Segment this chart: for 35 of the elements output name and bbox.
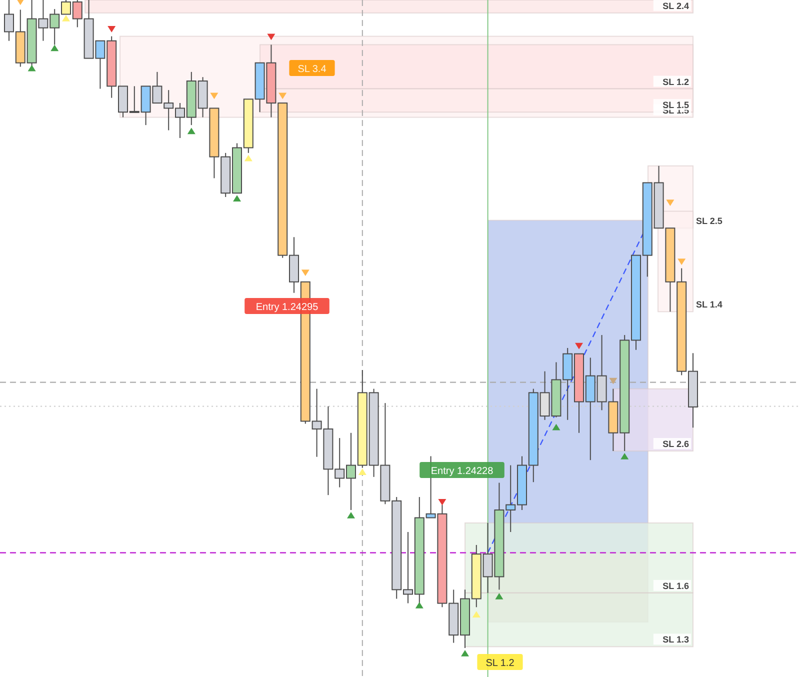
point (187, 128, 196, 134)
point (472, 611, 480, 618)
point (609, 378, 618, 384)
point (358, 468, 366, 475)
point (666, 200, 674, 206)
annotation: Entry 1.24295 (256, 302, 319, 313)
point (62, 14, 70, 22)
point (244, 154, 252, 162)
point (461, 650, 469, 656)
point (233, 195, 241, 202)
point (278, 92, 287, 100)
band-label: SL 1.4 (696, 300, 722, 310)
point (267, 34, 276, 40)
annotation: Entry 1.24228 (430, 466, 494, 477)
point (495, 592, 504, 600)
point (347, 512, 355, 518)
point (108, 26, 116, 32)
point (438, 499, 446, 506)
point (620, 452, 629, 460)
band-label: SL 2.5 (696, 216, 722, 226)
band-label: SL 1.6 (662, 580, 689, 591)
band-label: SL 1.2 (662, 76, 689, 87)
point (575, 342, 583, 350)
point (301, 270, 310, 276)
text: SL 1.2 (486, 658, 515, 669)
point (210, 92, 218, 100)
point (415, 602, 424, 608)
point (552, 424, 560, 430)
band-label: SL 1.3 (662, 634, 689, 645)
band-label: SL 2.4 (662, 0, 689, 11)
point (28, 64, 36, 72)
band-label: SL 2.6 (662, 439, 689, 450)
point (678, 258, 686, 265)
point (50, 44, 59, 52)
annotation: SL 3.4 (298, 64, 327, 75)
